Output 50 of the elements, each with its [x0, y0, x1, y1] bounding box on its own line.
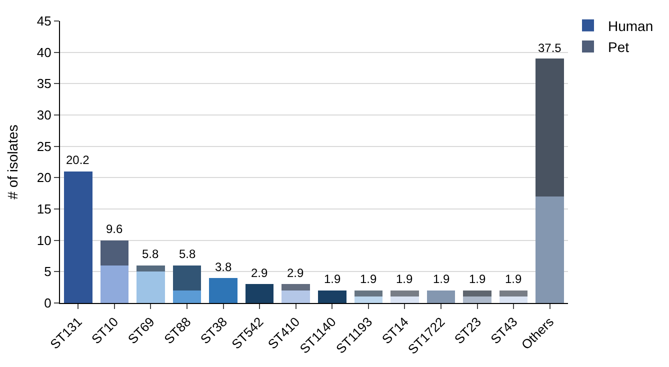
annotation: 9.6 — [106, 222, 124, 236]
bar — [463, 296, 492, 303]
bar — [136, 265, 165, 272]
y-tick-label: 35 — [36, 76, 52, 92]
bar — [390, 290, 419, 297]
bar — [463, 290, 492, 297]
annotation: 20.2 — [66, 153, 90, 167]
bar — [354, 290, 383, 297]
bar — [172, 290, 202, 303]
annotation: 1.9 — [505, 272, 522, 286]
annotation: 3.8 — [215, 260, 232, 274]
legend-label: Pet — [608, 38, 630, 55]
bar — [426, 290, 456, 303]
bar — [209, 278, 238, 303]
y-tick-label: 15 — [36, 202, 52, 217]
annotation: 1.9 — [324, 272, 342, 286]
annotation: 2.9 — [251, 266, 268, 280]
annotation: 1.9 — [469, 272, 486, 286]
y-tick-label: 5 — [44, 264, 52, 280]
annotation: 37.5 — [538, 41, 562, 55]
y-tick-label: 45 — [36, 14, 52, 29]
y-tick-label: 30 — [36, 108, 52, 123]
y-tick-label: 20 — [36, 170, 52, 186]
bar — [100, 265, 129, 303]
bar — [536, 58, 564, 196]
y-tick-label: 10 — [36, 232, 52, 248]
bar — [245, 284, 274, 303]
bar — [390, 296, 419, 303]
bar — [64, 171, 92, 303]
annotation: 2.9 — [287, 266, 304, 280]
legend-label: Human — [608, 18, 654, 34]
y-tick-label: 0 — [44, 296, 52, 311]
annotation: 1.9 — [396, 272, 414, 286]
annotation: 5.8 — [179, 247, 196, 261]
bar — [100, 240, 129, 266]
bar — [318, 290, 346, 303]
annotation: 1.9 — [360, 272, 378, 286]
annotation: 1.9 — [433, 272, 450, 286]
bar — [499, 290, 528, 297]
bar — [499, 296, 528, 303]
y-tick-label: 40 — [36, 44, 52, 60]
bar — [354, 296, 383, 303]
annotation: 5.8 — [142, 247, 160, 261]
bar — [172, 265, 202, 290]
y-tick-label: 25 — [36, 138, 52, 154]
bar — [536, 196, 564, 303]
bar — [282, 290, 310, 303]
y-axis-title: # of isolates — [4, 124, 21, 200]
bar — [136, 272, 165, 303]
bar — [282, 284, 310, 290]
